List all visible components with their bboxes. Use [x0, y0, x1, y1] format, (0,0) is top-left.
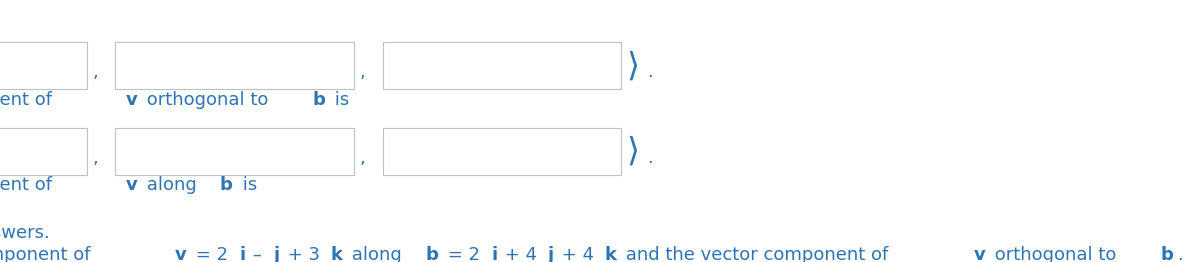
Text: b: b — [220, 176, 233, 194]
Text: j: j — [274, 247, 280, 262]
Text: ,: , — [359, 63, 365, 81]
FancyBboxPatch shape — [116, 42, 354, 89]
FancyBboxPatch shape — [383, 42, 621, 89]
FancyBboxPatch shape — [0, 42, 87, 89]
Text: v: v — [175, 247, 187, 262]
Text: v: v — [126, 91, 138, 109]
Text: orthogonal to: orthogonal to — [141, 91, 274, 109]
Text: orthogonal to: orthogonal to — [989, 247, 1122, 262]
Text: Find the vector component of: Find the vector component of — [0, 247, 97, 262]
Text: The vector component of: The vector component of — [0, 176, 57, 194]
Text: = 2: = 2 — [443, 247, 480, 262]
Text: .: . — [647, 149, 653, 167]
Text: i: i — [239, 247, 245, 262]
Text: b: b — [312, 91, 325, 109]
Text: ,: , — [359, 149, 365, 167]
Text: is: is — [329, 91, 349, 109]
Text: .: . — [647, 63, 653, 81]
Text: The vector component of: The vector component of — [0, 91, 57, 109]
FancyBboxPatch shape — [0, 128, 87, 175]
Text: b: b — [426, 247, 439, 262]
Text: along: along — [346, 247, 408, 262]
Text: ⟩: ⟩ — [627, 49, 640, 82]
Text: Enter the exact answers.: Enter the exact answers. — [0, 224, 50, 242]
Text: + 3: + 3 — [281, 247, 319, 262]
Text: and the vector component of: and the vector component of — [621, 247, 895, 262]
Text: .: . — [1178, 247, 1183, 262]
Text: is: is — [237, 176, 257, 194]
Text: j: j — [548, 247, 554, 262]
Text: + 4: + 4 — [499, 247, 537, 262]
Text: v: v — [126, 176, 138, 194]
Text: ,: , — [92, 63, 98, 81]
Text: i: i — [492, 247, 498, 262]
Text: ⟩: ⟩ — [627, 135, 640, 168]
Text: v: v — [974, 247, 986, 262]
Text: ,: , — [92, 149, 98, 167]
Text: k: k — [330, 247, 342, 262]
Text: along: along — [141, 176, 202, 194]
Text: k: k — [605, 247, 617, 262]
Text: + 4: + 4 — [556, 247, 594, 262]
FancyBboxPatch shape — [383, 128, 621, 175]
Text: b: b — [1161, 247, 1173, 262]
Text: –: – — [248, 247, 268, 262]
FancyBboxPatch shape — [116, 128, 354, 175]
Text: = 2: = 2 — [190, 247, 228, 262]
